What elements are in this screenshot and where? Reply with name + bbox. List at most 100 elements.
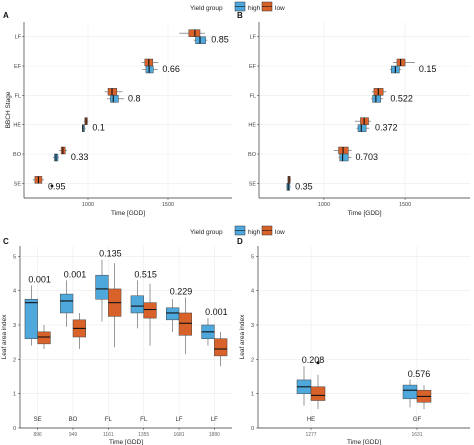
- box-high: [95, 274, 109, 300]
- p-value-label: 0.522: [390, 93, 413, 103]
- legend-title-2: Yield group: [190, 229, 223, 236]
- y-tick-label: EF: [249, 64, 257, 70]
- p-value-label: 0.95: [48, 181, 66, 191]
- x-axis-title: Time [GDD]: [109, 439, 143, 445]
- p-value-label: 0.001: [28, 274, 51, 284]
- y-tick-label: LF: [15, 35, 22, 41]
- box-high: [372, 95, 381, 103]
- box-low: [214, 338, 228, 357]
- x-tick-label: 1000: [318, 202, 330, 208]
- y-tick-label: 2: [13, 357, 16, 363]
- legend2-label-low: low: [275, 229, 285, 236]
- category-label: SE: [34, 417, 42, 423]
- y-tick-label: 0: [251, 426, 254, 432]
- p-value-label: 0.208: [302, 355, 325, 365]
- p-value-label: 0.229: [170, 287, 193, 297]
- legend-label-low: low: [275, 5, 285, 12]
- y-tick-label: LF: [250, 35, 257, 41]
- y-tick-label: 4: [251, 289, 254, 295]
- y-axis-title: Leaf area index: [1, 314, 8, 360]
- category-label: FL: [105, 417, 113, 423]
- y-tick-label: 5: [13, 254, 16, 260]
- p-value-label: 0.703: [356, 152, 379, 162]
- p-value-label: 0.15: [419, 64, 437, 74]
- legend-label-high: high: [248, 5, 261, 12]
- category-label: LF: [175, 417, 182, 423]
- time-label: 1681: [173, 432, 184, 438]
- panel-letter-b: B: [237, 11, 243, 20]
- y-axis-title: Leaf area index: [239, 314, 246, 360]
- box-low: [37, 331, 51, 345]
- p-value-label: 0.001: [205, 307, 228, 317]
- p-value-label: 0.66: [162, 64, 180, 74]
- box-high: [60, 293, 74, 314]
- y-tick-label: 2: [251, 357, 254, 363]
- box-high: [339, 153, 349, 162]
- category-label: BO: [69, 417, 78, 423]
- y-tick-label: HE: [248, 123, 256, 129]
- category-label: GF: [413, 417, 422, 423]
- y-axis-title: BBCH Stage: [5, 91, 12, 128]
- box-high: [166, 307, 180, 321]
- y-tick-label: EF: [14, 64, 22, 70]
- box-low: [178, 312, 192, 336]
- y-tick-label: BO: [248, 152, 257, 158]
- box-high: [110, 95, 119, 103]
- box-high: [195, 36, 206, 44]
- time-label: 949: [69, 432, 78, 438]
- x-axis-title: Time [GDD]: [347, 439, 381, 445]
- p-value-label: 0.515: [134, 269, 157, 279]
- box-high: [357, 124, 367, 132]
- panel-letter-c: C: [3, 237, 9, 246]
- category-label: LF: [211, 417, 218, 423]
- box-high: [24, 298, 38, 339]
- time-label: 1277: [305, 432, 316, 438]
- y-tick-label: BO: [13, 152, 22, 158]
- legend2-label-high: high: [248, 229, 261, 236]
- time-label: 1355: [138, 432, 149, 438]
- panel-letter-d: D: [237, 237, 243, 246]
- panel-c-chart: 0 1 2 3 4 5 SE 896 BO 949 FL 1161 FL 1355 LF 1681 LF 1880…: [1, 246, 232, 445]
- category-label: FL: [140, 417, 148, 423]
- y-tick-label: HE: [13, 123, 21, 129]
- category-label: HE: [307, 417, 315, 423]
- y-tick-label: SE: [249, 181, 257, 187]
- y-tick-label: 3: [13, 323, 16, 329]
- y-tick-label: 1: [251, 392, 254, 398]
- p-value-label: 0.35: [295, 181, 313, 191]
- legend-title: Yield group: [190, 5, 223, 12]
- box-low: [143, 302, 157, 319]
- box-high: [130, 295, 144, 314]
- p-value-label: 0.85: [211, 35, 229, 45]
- legend-mid: Yield group high low: [190, 225, 285, 236]
- p-value-label: 0.576: [408, 369, 431, 379]
- panel-d-chart: 0 1 2 3 4 5 HE 1277 GF 1631 Time [GDD] Leaf area in…: [239, 246, 470, 445]
- y-tick-label: FL: [15, 93, 21, 99]
- y-tick-label: 0: [13, 426, 16, 432]
- time-label: 1631: [411, 432, 422, 438]
- time-label: 1880: [209, 432, 220, 438]
- panel-letter-a: A: [3, 11, 9, 20]
- p-value-label: 0.33: [71, 152, 89, 162]
- box-high: [402, 384, 418, 400]
- y-tick-label: 5: [251, 254, 254, 260]
- x-tick-label: 1500: [162, 202, 174, 208]
- legend-top: Yield group high low: [190, 1, 285, 12]
- p-value-label: 0.1: [92, 123, 105, 133]
- outlier-point: [316, 361, 320, 365]
- y-tick-label: 3: [251, 323, 254, 329]
- time-label: 896: [33, 432, 42, 438]
- y-tick-label: SE: [14, 181, 22, 187]
- p-value-label: 0.8: [128, 93, 141, 103]
- box-low: [310, 386, 326, 401]
- y-tick-label: 1: [13, 392, 16, 398]
- time-label: 1161: [103, 432, 114, 438]
- x-axis-title: Time [GDD]: [111, 210, 145, 217]
- y-tick-label: 4: [13, 289, 16, 295]
- p-value-label: 0.001: [64, 269, 87, 279]
- x-axis-title: Time [GDD]: [347, 210, 381, 217]
- p-value-label: 0.135: [99, 249, 122, 259]
- x-tick-label: 1500: [399, 202, 411, 208]
- y-tick-label: FL: [250, 93, 256, 99]
